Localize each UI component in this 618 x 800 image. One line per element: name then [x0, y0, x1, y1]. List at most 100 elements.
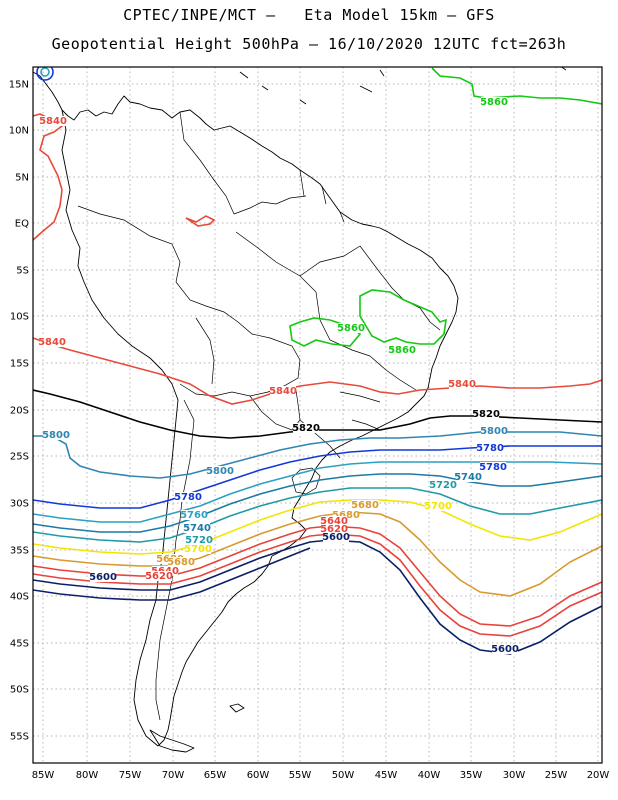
contour-label-bg [270, 386, 296, 396]
coastline-central-america [33, 71, 459, 747]
graticule [33, 67, 602, 763]
map-title: CPTEC/INPE/MCT – Eta Model 15km – GFS [123, 6, 495, 24]
contour-label-5680: 5680 [351, 500, 379, 511]
contour-label-bg [146, 571, 172, 581]
contour-label-5720: 5720 [185, 535, 213, 546]
map-frame [32, 66, 603, 764]
lat-tick-label: 20S [10, 406, 29, 417]
lon-tick-label: 30W [503, 770, 526, 781]
contour-5840-main [33, 337, 602, 405]
border-bolivia [179, 321, 301, 397]
lat-tick-label: 10S [10, 312, 29, 323]
latitude-tick-labels: 15N 10N 5N EQ 5S 10S 15S 20S 25S 30S 35S 40S 45S 50S 5… [9, 80, 29, 743]
contour-5860-brazil-west [289, 317, 362, 347]
contour-label-bg [40, 116, 66, 126]
contour-label-bg [323, 532, 349, 542]
contours [33, 67, 602, 655]
contour-label-5680: 5680 [332, 510, 360, 521]
contour-label-bg [425, 501, 451, 511]
lon-tick-label: 75W [119, 770, 142, 781]
contour-label-5780: 5780 [174, 492, 202, 503]
contour-label-5760: 5760 [180, 510, 208, 521]
contour-5760 [33, 461, 602, 523]
contour-label-bg [184, 523, 210, 533]
border-peru-bolivia [195, 317, 215, 385]
contour-label-bg [481, 97, 507, 107]
contour-5780 [33, 445, 602, 509]
contour-label-5800: 5800 [42, 430, 70, 441]
lon-tick-label: 80W [76, 770, 99, 781]
contour-label-bg [90, 572, 116, 582]
contour-labels: 5860 5860 5860 5840 5840 5840 5840 5820 5820 5800… [38, 97, 519, 655]
coastline-tierra-del-fuego [149, 729, 195, 753]
lat-tick-label: 55S [10, 732, 29, 743]
coastline-falklands [229, 703, 245, 713]
lat-tick-label: 15S [10, 359, 29, 370]
contour-5800 [33, 431, 602, 479]
contour-label-5720: 5720 [429, 480, 457, 491]
contour-5700 [33, 499, 602, 555]
contour-label-5780: 5780 [476, 443, 504, 454]
contour-label-5740: 5740 [454, 472, 482, 483]
contour-low-nw-outer [36, 67, 54, 81]
contour-label-5640: 5620 [320, 524, 348, 535]
contour-label-5820: 5820 [472, 409, 500, 420]
contour-5600 [33, 539, 602, 655]
contour-5720 [33, 487, 602, 543]
contour-label-5820: 5820 [292, 423, 320, 434]
contour-label-bg [492, 644, 518, 654]
lon-tick-label: 40W [418, 770, 441, 781]
contour-label-5840: 5840 [269, 386, 297, 397]
contour-label-bg [389, 345, 415, 355]
contour-label-5800: 5800 [480, 426, 508, 437]
contour-label-bg [352, 500, 378, 510]
contour-label-bg [293, 423, 319, 433]
coastline-caribbean-islands [239, 67, 567, 105]
border-paraguay [249, 389, 301, 431]
contour-5840-amazon [185, 215, 216, 227]
contour-label-bg [175, 492, 201, 502]
contour-label-bg [168, 557, 194, 567]
lon-tick-label: 45W [375, 770, 398, 781]
contour-label-5780: 5780 [479, 462, 507, 473]
lat-tick-label: 30S [10, 499, 29, 510]
lat-tick-label: 50S [10, 685, 29, 696]
lon-tick-label: 50W [332, 770, 355, 781]
lon-tick-label: 55W [289, 770, 312, 781]
lat-tick-label: 10N [9, 126, 29, 137]
contour-low-nw-inner [40, 67, 50, 77]
lat-tick-label: 45S [10, 639, 29, 650]
coastline-pacific [61, 109, 179, 747]
contour-5620 [33, 533, 602, 637]
contour-label-5640: 5640 [320, 516, 348, 527]
contour-label-bg [477, 443, 503, 453]
border-venezuela-brazil [233, 195, 307, 215]
contour-label-5680: 5680 [167, 557, 195, 568]
lat-tick-label: EQ [15, 219, 29, 230]
lat-tick-label: 15N [9, 80, 29, 91]
border-uruguay [291, 467, 321, 495]
contour-5860-brazil-east [359, 289, 447, 345]
border-brazil-states [235, 231, 441, 431]
contour-label-5860: 5860 [480, 97, 508, 108]
contour-label-bg [43, 430, 69, 440]
map-subtitle: Geopotential Height 500hPa – 16/10/2020 … [51, 35, 567, 53]
border-peru-brazil [175, 281, 239, 323]
lon-tick-label: 70W [162, 770, 185, 781]
contour-label-5860: 5860 [388, 345, 416, 356]
lon-tick-label: 65W [204, 770, 227, 781]
contour-5600-north [33, 547, 311, 601]
contour-label-bg [186, 535, 212, 545]
contour-label-5700: 5700 [424, 501, 452, 512]
lon-tick-label: 35W [460, 770, 483, 781]
coastlines [33, 67, 567, 753]
longitude-tick-labels: 85W 80W 75W 70W 65W 60W 55W 50W 45W 40W 35W 30W 25W 2… [32, 770, 610, 781]
contour-label-5600: 5600 [89, 572, 117, 583]
lon-tick-label: 20W [587, 770, 610, 781]
lat-tick-label: 35S [10, 546, 29, 557]
contour-label-bg [338, 323, 364, 333]
contour-label-5840: 5840 [448, 379, 476, 390]
lat-tick-label: 5S [16, 266, 29, 277]
contour-label-bg [480, 462, 506, 472]
contour-label-bg [321, 524, 347, 534]
